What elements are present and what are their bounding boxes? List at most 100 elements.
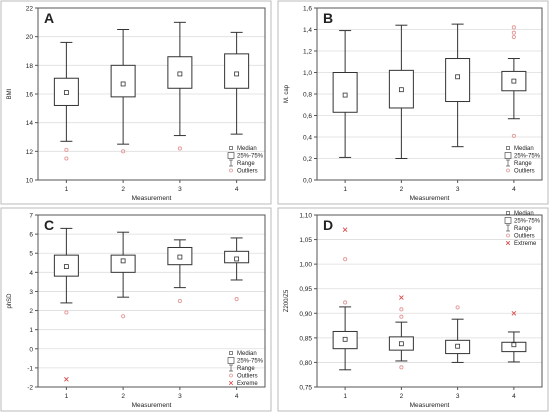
x-tick-label: 2 (400, 393, 404, 400)
legend-label: Median (514, 146, 534, 152)
legend-label: 25%-75% (237, 359, 264, 365)
outlier-point (64, 156, 69, 161)
box-4 (501, 310, 527, 363)
y-tick-label: 1,05 (299, 237, 312, 244)
legend-label: Range (514, 161, 532, 167)
legend-label: 25%-75% (514, 219, 541, 225)
panel-d: 0,75 0,80 0,85 0,90 0,95 1,00 1,05 1,10 1 2 3 4 Meas… (277, 207, 549, 412)
iqr-box (445, 58, 471, 103)
y-tick-label: 12 (26, 149, 34, 156)
box-1 (332, 227, 358, 371)
y-tick-label: -1 (27, 365, 33, 372)
y-tick-label: -2 (27, 385, 33, 392)
y-tick-label: 0,4 (303, 135, 312, 142)
legend-box-symbol (227, 152, 235, 159)
x-tick-label: 2 (121, 393, 125, 400)
median-marker (398, 87, 404, 93)
legend-box-symbol (504, 152, 512, 159)
y-axis-label: phSD (7, 293, 13, 309)
box-1 (53, 227, 79, 382)
y-tick-label: 0,2 (303, 156, 312, 163)
box-4 (501, 25, 527, 138)
y-tick-label: 20 (26, 34, 34, 41)
x-tick-label: 4 (512, 393, 516, 400)
extreme-point (511, 310, 517, 316)
legend-label: Range (237, 161, 255, 167)
plot-frame (37, 214, 266, 388)
x-axis-label: Measurement (132, 402, 172, 409)
outlier-point (177, 146, 182, 151)
box-4 (224, 237, 250, 302)
x-tick-label: 1 (65, 393, 69, 400)
legend-label: Extreme (514, 241, 537, 247)
extreme-point (64, 377, 69, 382)
box-3 (445, 23, 471, 148)
legend-label: Exreme (237, 381, 258, 387)
iqr-box (332, 72, 358, 113)
y-tick-label: 0 (29, 346, 33, 353)
legend-median-symbol (506, 146, 510, 150)
panel-letter: A (44, 10, 54, 26)
y-tick-label: 1,0 (303, 70, 312, 77)
y-tick-label: 0,80 (299, 360, 312, 367)
iqr-box (224, 53, 250, 89)
legend-median-symbol (229, 351, 233, 355)
median-marker (342, 92, 348, 98)
legend-label: 25%-75% (514, 154, 541, 160)
panel-letter: B (323, 10, 333, 26)
box-2 (110, 29, 136, 154)
legend-outlier-symbol (506, 233, 510, 238)
outlier-point (121, 314, 126, 319)
legend-label: Outliers (237, 374, 258, 380)
x-tick-label: 1 (65, 186, 69, 193)
legend-outlier-symbol (229, 168, 233, 173)
panel-border (277, 0, 549, 205)
x-tick-label: 2 (400, 186, 404, 193)
y-axis-label: Z200/Z5 (284, 289, 290, 312)
legend-label: Range (514, 226, 532, 232)
box-2 (388, 295, 414, 370)
legend-label: 25%-75% (237, 154, 264, 160)
median-marker (63, 264, 69, 270)
y-axis-label: BMI (7, 88, 13, 99)
y-tick-label: 1,4 (303, 27, 312, 34)
x-tick-label: 1 (343, 393, 347, 400)
box-3 (167, 21, 193, 151)
median-marker (120, 81, 126, 87)
outlier-point (234, 297, 239, 302)
box-3 (167, 239, 193, 304)
box-1 (53, 41, 79, 161)
x-tick-label: 4 (235, 393, 239, 400)
median-marker (455, 343, 461, 349)
legend-box-symbol (227, 357, 235, 364)
outlier-point (511, 34, 516, 40)
median-marker (455, 74, 461, 80)
median-marker (511, 78, 517, 84)
y-tick-label: 4 (29, 270, 33, 277)
panel-border (0, 207, 272, 412)
outlier-point (399, 365, 404, 370)
legend: Median 25%-75%Range Outliers (227, 146, 264, 175)
median-marker (63, 90, 69, 95)
y-tick-label: 0,6 (303, 113, 312, 120)
outlier-point (177, 298, 182, 304)
y-tick-label: 1,6 (303, 6, 312, 13)
outlier-point (455, 305, 460, 310)
y-tick-label: 16 (26, 92, 34, 99)
median-marker (177, 71, 183, 77)
y-tick-label: 7 (29, 213, 33, 220)
x-tick-label: 4 (512, 186, 516, 193)
y-tick-label: 2 (29, 308, 33, 315)
extreme-point (342, 227, 348, 233)
x-tick-label: 3 (456, 186, 460, 193)
x-axis-label: Measurement (410, 195, 450, 202)
legend-label: Outliers (514, 234, 535, 240)
box-3 (445, 305, 471, 363)
outlier-point (64, 310, 69, 315)
legend-box-symbol (504, 217, 512, 224)
x-tick-label: 3 (456, 393, 460, 400)
panel-border (277, 207, 549, 412)
y-tick-label: 0,95 (299, 286, 312, 293)
